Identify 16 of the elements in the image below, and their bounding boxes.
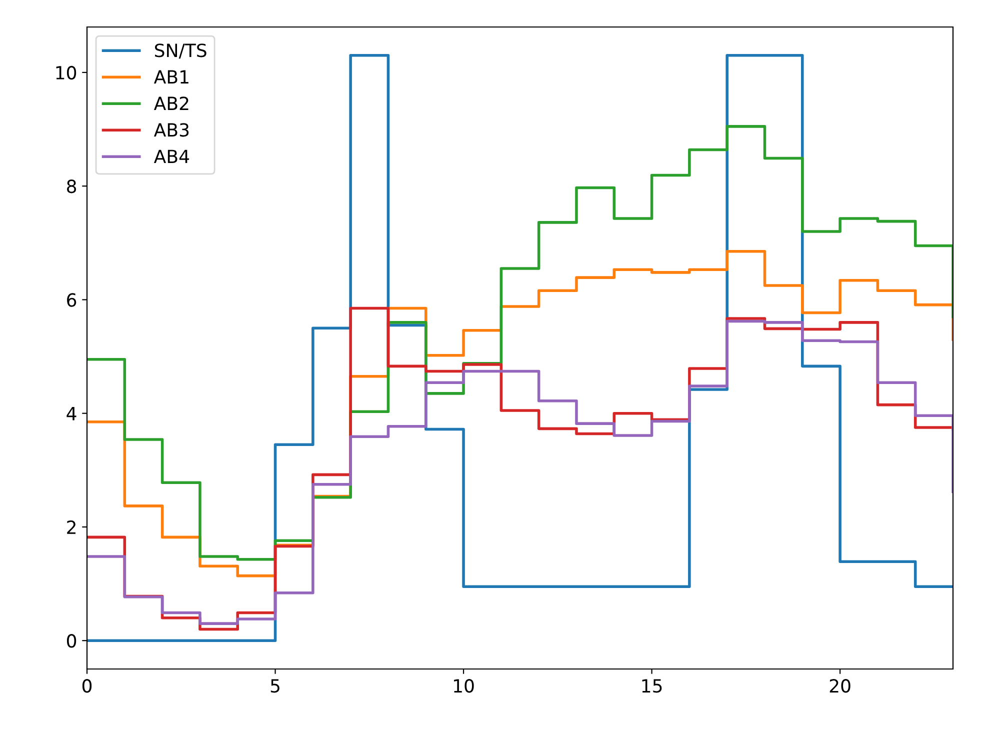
x-tick-label: 10 — [454, 679, 474, 693]
y-tick-label: 6 — [67, 293, 76, 307]
y-tick-label: 2 — [67, 520, 76, 534]
legend-label: AB2 — [154, 96, 188, 110]
legend-label: AB1 — [154, 70, 188, 84]
legend-label: AB4 — [154, 150, 190, 163]
y-tick-label: 4 — [66, 407, 76, 420]
y-tick-label: 10 — [56, 66, 76, 80]
y-tick-label: 8 — [67, 180, 76, 194]
x-tick-label: 15 — [642, 679, 662, 693]
legend-label: AB3 — [154, 123, 189, 137]
x-tick-label: 0 — [82, 679, 92, 693]
legend-label: SN/TS — [154, 44, 206, 59]
x-tick-label: 20 — [830, 679, 850, 693]
x-tick-label: 5 — [270, 679, 280, 693]
y-tick-label: 0 — [66, 634, 76, 648]
